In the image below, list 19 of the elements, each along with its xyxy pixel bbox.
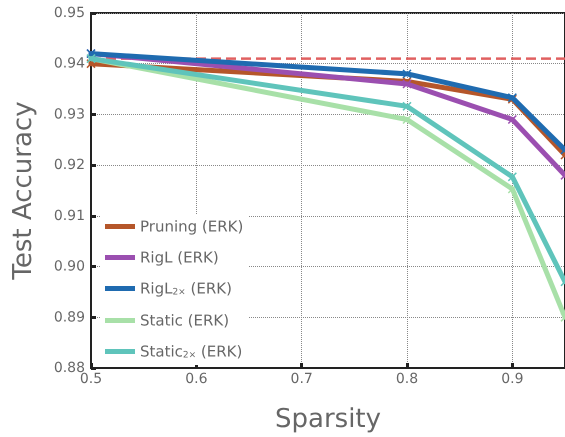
y-tick-label: 0.92 bbox=[54, 157, 85, 174]
legend-label: Static (ERK) bbox=[140, 312, 230, 330]
y-tick-label: 0.91 bbox=[54, 208, 85, 224]
legend-label: RigL2× (ERK) bbox=[140, 280, 232, 298]
x-tick-label: 0.9 bbox=[501, 371, 524, 387]
x-tick-label: 0.7 bbox=[290, 371, 313, 387]
y-tick-label: 0.94 bbox=[54, 56, 86, 72]
x-axis-title: Sparsity bbox=[275, 404, 381, 434]
x-tick-label: 0.8 bbox=[396, 371, 418, 387]
legend-label: Pruning (ERK) bbox=[140, 218, 244, 236]
y-axis-title: Test Accuracy bbox=[8, 101, 38, 281]
x-tick-label: 0.5 bbox=[80, 371, 102, 387]
y-tick-label: 0.95 bbox=[54, 5, 85, 21]
x-tick-label: 0.6 bbox=[185, 371, 208, 387]
y-tick-label: 0.93 bbox=[54, 106, 85, 122]
legend-label: Static2× (ERK) bbox=[140, 342, 242, 360]
y-tick-label: 0.89 bbox=[54, 309, 85, 326]
y-tick-label: 0.90 bbox=[54, 258, 85, 275]
legend-label: RigL (ERK) bbox=[140, 248, 219, 266]
